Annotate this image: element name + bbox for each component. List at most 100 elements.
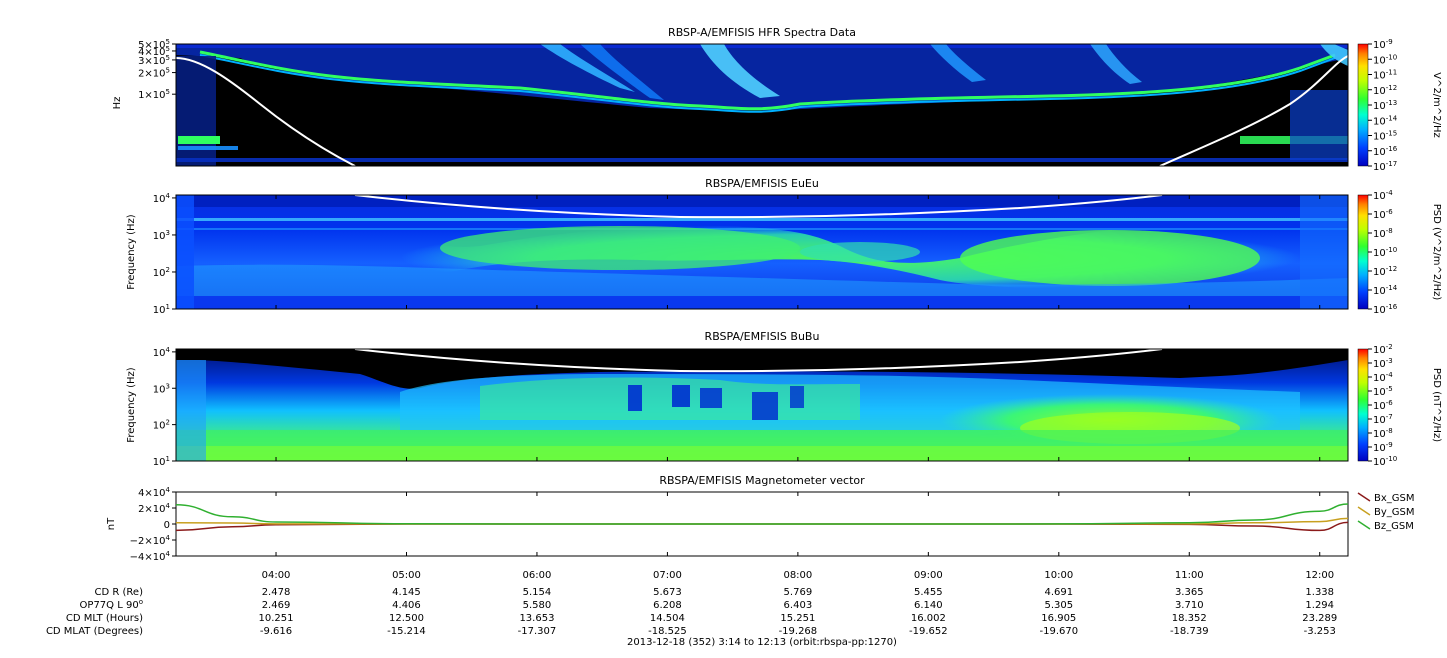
ephemeris-value: 12.500: [389, 613, 424, 624]
hfr-colorbar-label: V^2/m^2/Hz: [1431, 72, 1442, 138]
bubu-colorbar: [1357, 348, 1369, 462]
ephemeris-value: 5.769: [784, 587, 813, 598]
colorbar-tick-label: 10-5: [1373, 385, 1393, 398]
y-tick-label: 2×105: [138, 67, 170, 80]
colorbar-tick-label: 10-7: [1373, 413, 1393, 426]
hfr-spectrogram: [176, 44, 1348, 166]
ephemeris-value: 10.251: [259, 613, 294, 624]
ephemeris-value: 6.208: [653, 600, 682, 611]
ephemeris-value: 2.469: [262, 600, 291, 611]
ephemeris-value: 5.305: [1044, 600, 1073, 611]
ephemeris-value: 2.478: [262, 587, 291, 598]
y-tick-label: −2×104: [130, 534, 171, 547]
y-tick-label: 102: [153, 266, 170, 279]
colorbar-tick-label: 10-16: [1373, 145, 1398, 158]
legend-swatch: [1357, 506, 1371, 516]
time-tick-label: 05:00: [392, 570, 421, 581]
legend-label: Bz_GSM: [1374, 521, 1414, 532]
y-tick-label: 103: [153, 382, 170, 395]
hfr-colorbar: [1357, 43, 1369, 167]
ephemeris-value: 1.338: [1305, 587, 1334, 598]
mag-ylabel: nT: [106, 517, 117, 530]
bubu-colorbar-ticks: 10-210-310-410-510-610-710-810-910-10: [1368, 343, 1397, 468]
ephemeris-value: 5.455: [914, 587, 943, 598]
colorbar-tick-label: 10-9: [1373, 38, 1393, 51]
ephemeris-row-label: OP77Q L 90o: [80, 598, 143, 611]
y-tick-label: 102: [153, 419, 170, 432]
hfr-ylabel: Hz: [112, 97, 123, 110]
y-tick-label: 103: [153, 229, 170, 242]
ephemeris-table: CD R (Re) 2.478 4.145 5.154 5.673 5.769 5.455 4…: [46, 587, 1337, 637]
ephemeris-row-label: CD MLAT (Degrees): [46, 626, 143, 637]
time-tick-label: 10:00: [1044, 570, 1073, 581]
bubu-spectrogram: [176, 349, 1348, 461]
eueu-y-ticks: 101 102 103 104: [153, 192, 176, 316]
eueu-colorbar-ticks: 10-4 10-6 10-8 10-10 10-12 10-14 10-16: [1368, 189, 1398, 316]
ephemeris-value: -19.652: [909, 626, 948, 637]
colorbar-tick-label: 10-3: [1373, 357, 1393, 370]
eueu-ylabel: Frequency (Hz): [126, 214, 137, 290]
legend-label: By_GSM: [1374, 507, 1415, 518]
y-tick-label: 101: [153, 303, 170, 316]
bubu-ylabel: Frequency (Hz): [126, 367, 137, 443]
ephemeris-value: -9.616: [260, 626, 292, 637]
colorbar-tick-label: 10-8: [1373, 427, 1393, 440]
y-tick-label: 104: [153, 192, 171, 205]
y-tick-label: 2×104: [138, 502, 170, 515]
colorbar-tick-label: 10-10: [1373, 246, 1397, 259]
ephemeris-value: 5.154: [523, 587, 552, 598]
eueu-title: RBSPA/EMFISIS EuEu: [705, 177, 819, 190]
footer-caption: 2013-12-18 (352) 3:14 to 12:13 (orbit:rb…: [627, 637, 897, 648]
colorbar-tick-label: 10-4: [1373, 371, 1393, 384]
legend-swatch: [1357, 492, 1371, 502]
eueu-panel: RBSPA/EMFISIS EuEu Frequency (Hz) 101 102…: [126, 177, 1442, 316]
y-tick-label: 1×105: [138, 88, 170, 101]
y-tick-label: 5×105: [138, 38, 170, 51]
ephemeris-value: 6.140: [914, 600, 943, 611]
hfr-colorbar-ticks: 10-9 10-10 10-11 10-12 10-13 10-14 10-15 10-16 1…: [1368, 38, 1398, 173]
colorbar-tick-label: 10-4: [1373, 189, 1393, 202]
time-tick-label: 06:00: [523, 570, 552, 581]
bubu-panel: RBSPA/EMFISIS BuBu Frequen: [126, 330, 1442, 468]
ephemeris-value: -18.525: [648, 626, 687, 637]
time-axis-ticks: 04:00 05:00 06:00 07:00 08:00 09:00 10:00 11:00…: [262, 162, 1334, 581]
mag-series-lines: [175, 503, 1349, 532]
eueu-colorbar-label: PSD (V^2/m^2/Hz): [1431, 204, 1442, 301]
ephemeris-value: 3.365: [1175, 587, 1204, 598]
ephemeris-value: -15.214: [387, 626, 426, 637]
ephemeris-value: 6.403: [784, 600, 813, 611]
bubu-y-ticks: 101 102 103 104: [153, 346, 176, 468]
ephemeris-value: 4.145: [392, 587, 421, 598]
ephemeris-value: 4.406: [392, 600, 421, 611]
ephemeris-row-label: CD R (Re): [95, 587, 144, 598]
bubu-colorbar-label: PSD (nT^2/Hz): [1431, 368, 1442, 442]
colorbar-tick-label: 10-10: [1373, 53, 1397, 66]
y-tick-label: 0: [164, 520, 170, 531]
time-tick-label: 07:00: [653, 570, 682, 581]
series-line-bz_gsm: [175, 503, 1349, 525]
ephemeris-value: -17.307: [518, 626, 557, 637]
colorbar-tick-label: 10-2: [1373, 343, 1393, 356]
y-tick-label: 3×105: [138, 54, 170, 67]
colorbar-tick-label: 10-10: [1373, 455, 1397, 468]
y-tick-label: −4×104: [130, 550, 171, 563]
ephemeris-value: 16.905: [1041, 613, 1076, 624]
colorbar-tick-label: 10-16: [1373, 303, 1398, 316]
ephemeris-value: 23.289: [1302, 613, 1337, 624]
time-tick-label: 11:00: [1175, 570, 1204, 581]
eueu-colorbar: [1357, 194, 1369, 310]
y-tick-label: 104: [153, 346, 171, 359]
hfr-panel: RBSP-A/EMFISIS HFR Spectra Data: [112, 26, 1442, 173]
hfr-title: RBSP-A/EMFISIS HFR Spectra Data: [668, 26, 856, 39]
ephemeris-value: -3.253: [1304, 626, 1336, 637]
ephemeris-value: 1.294: [1305, 600, 1334, 611]
colorbar-tick-label: 10-17: [1373, 160, 1397, 173]
bubu-title: RBSPA/EMFISIS BuBu: [705, 330, 820, 343]
time-tick-label: 09:00: [914, 570, 943, 581]
mag-title: RBSPA/EMFISIS Magnetometer vector: [659, 474, 865, 487]
colorbar-tick-label: 10-13: [1373, 99, 1397, 112]
colorbar-tick-label: 10-14: [1373, 284, 1398, 297]
ephemeris-value: -19.268: [779, 626, 818, 637]
mag-legend: Bx_GSM By_GSM Bz_GSM: [1357, 492, 1415, 532]
